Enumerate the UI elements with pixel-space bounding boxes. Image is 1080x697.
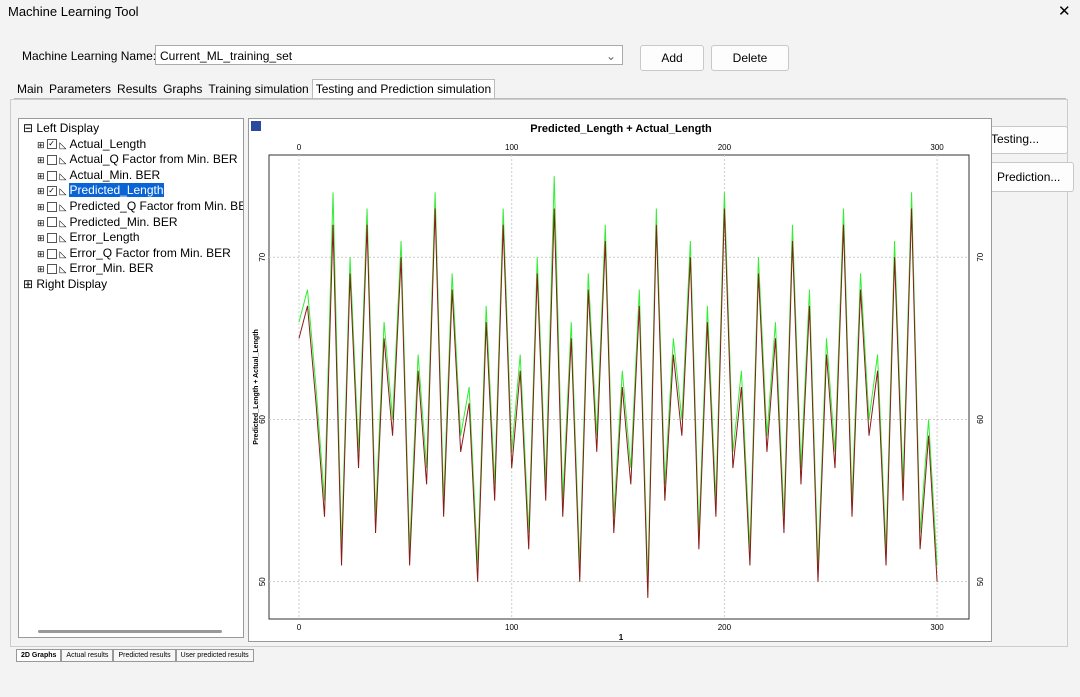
tree-label: Actual_Length	[69, 136, 147, 151]
testing-button[interactable]: Testing...	[986, 126, 1068, 154]
tree-label: Actual_Min. BER	[69, 167, 161, 182]
tree-label: Predicted_Length	[69, 183, 164, 198]
tree-view: ⊟ Left Display ⊞ ✓ ◺ Actual_Length ⊞ ◺ Actual_Q…	[18, 118, 244, 638]
expander: ⊞	[37, 201, 45, 212]
x-axis-label: 1	[619, 633, 624, 642]
bottom-tab[interactable]: User predicted results	[175, 649, 254, 662]
y-tick-label: 70	[976, 252, 985, 261]
expander: ⊞	[37, 264, 45, 275]
tree-label: Error_Length	[69, 230, 140, 245]
tree-item[interactable]: ⊞ ✓ ◺ Actual_Length	[23, 137, 239, 153]
expander: ⊞	[37, 217, 45, 228]
bottom-tab[interactable]: 2D Graphs	[16, 649, 62, 662]
name-label: Machine Learning Name:	[22, 49, 157, 63]
y-tick-label: 60	[258, 414, 267, 423]
tree-label: Error_Min. BER	[69, 261, 154, 276]
bottom-tab-bar: 2D Graphs Actual results Predicted results…	[16, 646, 254, 662]
tab[interactable]: Main	[17, 82, 44, 96]
graph-icon: ◺	[59, 248, 67, 259]
x-tick-label: 0	[297, 143, 302, 152]
tree-item[interactable]: ⊞ ◺ Predicted_Q Factor from Min. BER	[23, 199, 243, 215]
checkbox[interactable]: ✓	[46, 186, 57, 197]
tree-label: Error_Q Factor from Min. BER	[69, 245, 231, 260]
tree-label: Right Display	[36, 276, 108, 291]
expander: ⊞	[37, 233, 45, 244]
y-tick-label: 50	[976, 577, 985, 586]
tree-item[interactable]: ⊞ ◺ Error_Q Factor from Min. BER	[23, 246, 239, 262]
tree-node[interactable]: ⊟ Left Display	[23, 121, 239, 137]
add-button[interactable]: Add	[640, 45, 704, 71]
checkbox[interactable]	[46, 217, 57, 228]
tree-label: Predicted_Min. BER	[69, 214, 178, 229]
tree-item[interactable]: ⊞ ◺ Actual_Min. BER	[23, 168, 239, 184]
plot-area	[268, 154, 970, 620]
window-title: Machine Learning Tool	[8, 4, 139, 19]
graph-icon: ◺	[59, 139, 67, 150]
x-tick-label: 200	[718, 143, 732, 152]
tree-item[interactable]: ⊞ ◺ Error_Length	[23, 230, 239, 246]
x-tick-label: 300	[930, 143, 944, 152]
checkbox[interactable]	[46, 264, 57, 275]
y-tick-label: 60	[976, 414, 985, 423]
expander: ⊞	[37, 186, 45, 197]
graph-icon: ◺	[59, 201, 67, 212]
graph-icon: ◺	[59, 264, 67, 275]
expander: ⊞	[23, 276, 37, 291]
chart: Predicted_Length + Actual_Length 1 Predi…	[248, 118, 992, 642]
graph-icon: ◺	[59, 233, 67, 244]
chart-title: Predicted_Length + Actual_Length	[530, 123, 712, 135]
graph-icon: ◺	[59, 186, 67, 197]
tab[interactable]: Parameters	[49, 82, 112, 96]
x-tick-label: 200	[718, 623, 732, 632]
checkbox[interactable]	[46, 232, 57, 243]
tree-item[interactable]: ⊞ ✓ ◺ Predicted_Length	[23, 183, 239, 199]
tab[interactable]: Results	[117, 82, 158, 96]
name-combobox[interactable]: Current_ML_training_set ⌄	[155, 45, 623, 65]
close-button[interactable]: ✕	[1058, 3, 1071, 20]
x-tick-label: 100	[505, 143, 519, 152]
graph-icon: ◺	[59, 170, 67, 181]
combo-value: Current_ML_training_set	[160, 49, 293, 63]
graph-icon: ◺	[59, 155, 67, 166]
x-tick-label: 100	[505, 623, 519, 632]
x-tick-label: 0	[297, 623, 302, 632]
checkbox[interactable]: ✓	[46, 139, 57, 150]
tree-label: Actual_Q Factor from Min. BER	[69, 152, 238, 167]
tree-label: Left Display	[36, 121, 100, 135]
bottom-tab[interactable]: Predicted results	[113, 649, 176, 662]
tree-label: Predicted_Q Factor from Min. BER	[69, 198, 244, 213]
y-axis-label: Predicted_Length + Actual_Length	[253, 329, 260, 444]
expander: ⊞	[37, 248, 45, 259]
tree-item[interactable]: ⊞ ◺ Predicted_Min. BER	[23, 215, 239, 231]
delete-button[interactable]: Delete	[711, 45, 789, 71]
tab[interactable]: Training simulation	[208, 82, 309, 96]
expander: ⊟	[23, 121, 37, 135]
chart-icon	[251, 121, 261, 131]
bottom-tab[interactable]: Actual results	[61, 649, 114, 662]
checkbox[interactable]	[46, 248, 57, 259]
checkbox[interactable]	[46, 170, 57, 181]
combo-arrow: ⌄	[605, 49, 616, 63]
tab[interactable]: Testing and Prediction simulation	[311, 79, 496, 98]
graph-icon: ◺	[59, 217, 67, 228]
expander: ⊞	[37, 155, 45, 166]
checkbox[interactable]	[46, 155, 57, 166]
tab-bar: Main Parameters Results Graphs Training simu…	[14, 79, 1066, 99]
y-tick-label: 50	[258, 577, 267, 586]
x-tick-label: 300	[930, 623, 944, 632]
tree-node[interactable]: ⊞ Right Display	[23, 277, 239, 293]
tree-item[interactable]: ⊞ ◺ Error_Min. BER	[23, 261, 239, 277]
tab[interactable]: Graphs	[163, 82, 203, 96]
series-line	[298, 208, 938, 598]
prediction-button[interactable]: Prediction...	[986, 162, 1074, 192]
tree-item[interactable]: ⊞ ◺ Actual_Q Factor from Min. BER	[23, 152, 239, 168]
y-tick-label: 70	[258, 252, 267, 261]
expander: ⊞	[37, 170, 45, 181]
checkbox[interactable]	[46, 201, 57, 212]
scrollbar	[38, 630, 222, 633]
expander: ⊞	[37, 139, 45, 150]
